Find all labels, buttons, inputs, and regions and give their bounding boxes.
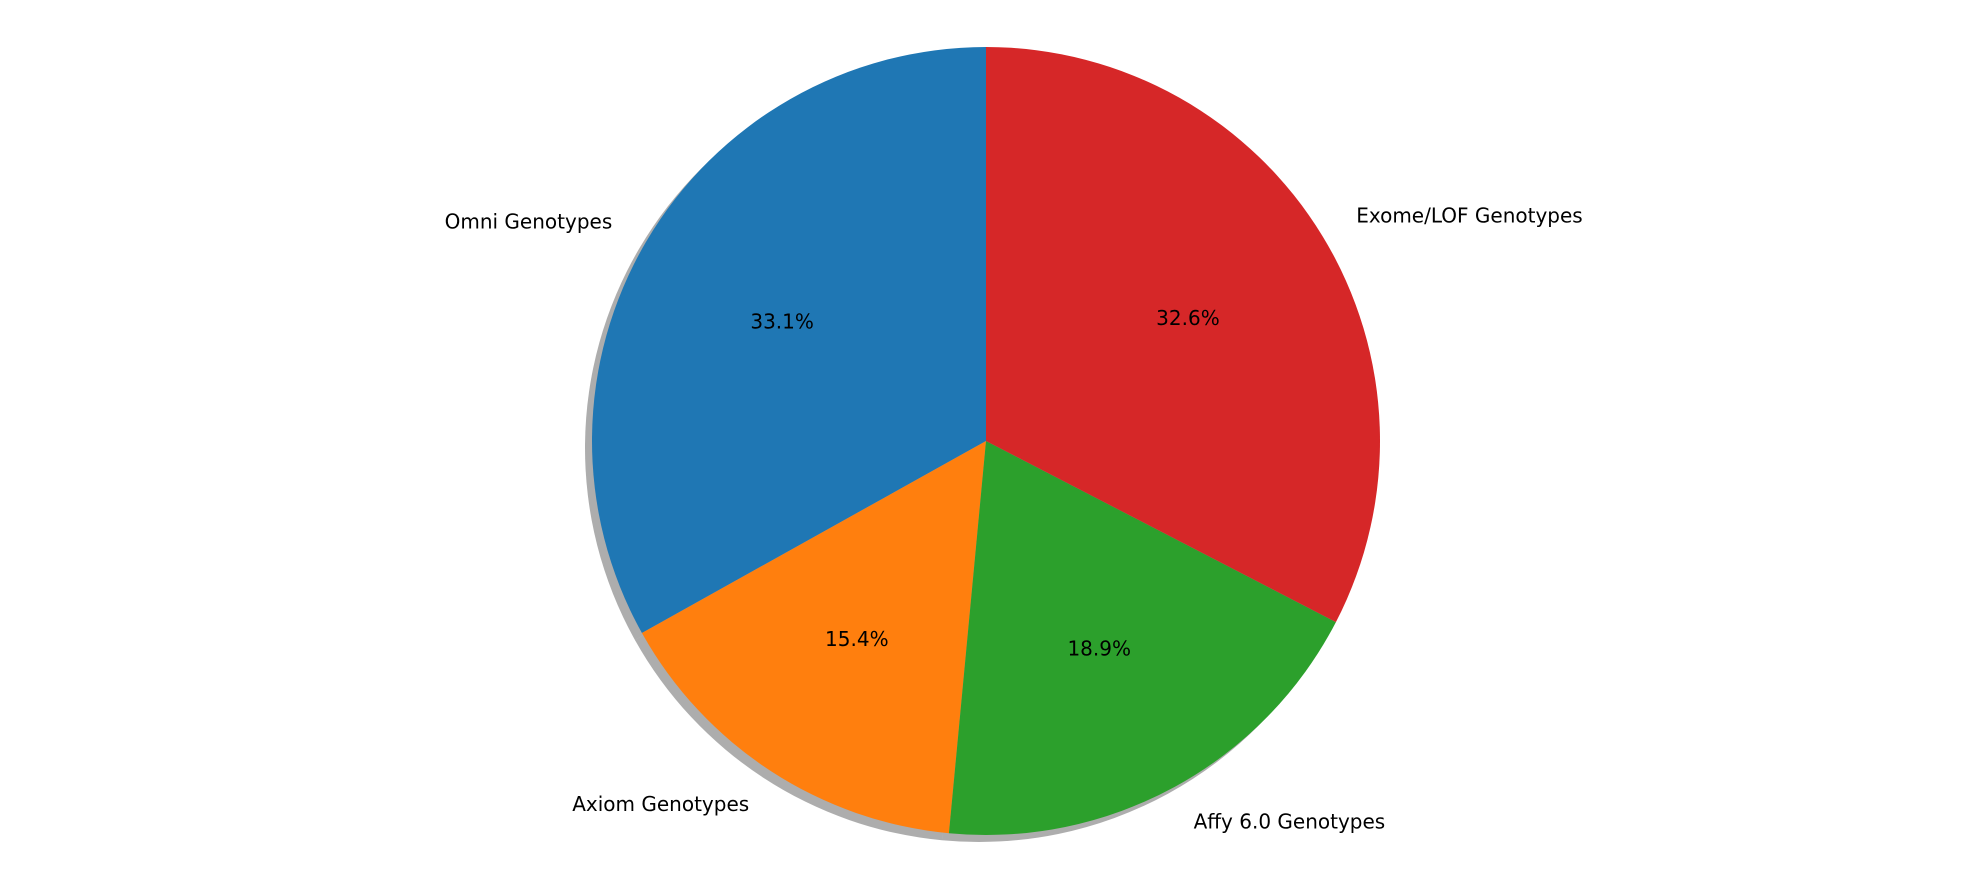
pie-slice-omni-genotypes: [591, 47, 986, 633]
pie-slices: [591, 47, 1380, 835]
pie-slice-affy-6-0-genotypes: [948, 441, 1336, 835]
slice-label-exome-lof-genotypes: Exome/LOF Genotypes: [1356, 204, 1582, 228]
pie-slice-axiom-genotypes: [641, 441, 986, 834]
slice-label-axiom-genotypes: Axiom Genotypes: [572, 792, 749, 816]
pie-percent-labels: 33.1% 15.4% 18.9% 32.6%: [750, 306, 1219, 660]
percent-label-omni-genotypes: 33.1%: [750, 309, 814, 333]
percent-label-axiom-genotypes: 15.4%: [825, 627, 889, 651]
pie-slice-labels: Omni Genotypes Axiom Genotypes Affy 6.0 Ge…: [445, 204, 1583, 834]
slice-label-affy-6-0-genotypes: Affy 6.0 Genotypes: [1194, 809, 1386, 833]
slice-label-omni-genotypes: Omni Genotypes: [445, 210, 613, 234]
pie-slice-exome-lof-genotypes: [986, 47, 1380, 623]
percent-label-exome-lof-genotypes: 32.6%: [1156, 306, 1220, 330]
percent-label-affy-6-0-genotypes: 18.9%: [1067, 637, 1131, 661]
